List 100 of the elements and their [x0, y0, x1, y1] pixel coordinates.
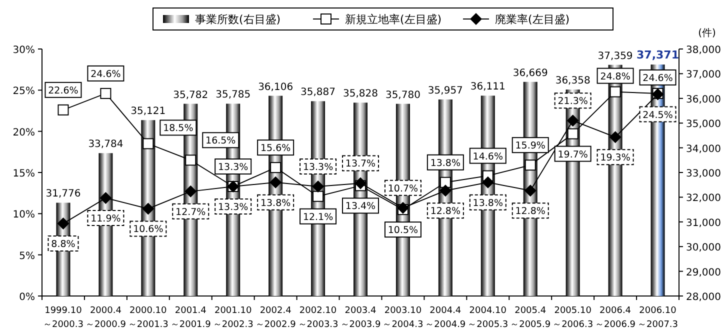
data-label: 13.4%: [345, 201, 376, 212]
data-label: 37,371: [636, 48, 679, 62]
y2-tick-label: 37,000: [686, 70, 721, 81]
point: [567, 128, 578, 140]
x-tick-label: 1999.10 ～2000.3: [42, 306, 84, 330]
legend-label: 新規立地率(左目盛): [345, 13, 442, 26]
y2-tick-label: 36,000: [686, 94, 721, 106]
y2-tick-label: 31,000: [686, 218, 721, 229]
data-label: 13.8%: [260, 198, 291, 209]
point: [100, 88, 112, 99]
data-label: 22.6%: [48, 85, 78, 96]
point: [312, 190, 324, 202]
data-label: 24.5%: [642, 110, 673, 121]
data-label: 19.3%: [600, 152, 630, 164]
point: [185, 154, 196, 166]
point: [566, 114, 579, 127]
point: [524, 184, 536, 197]
data-label: 24.8%: [600, 71, 630, 82]
data-label: 36,111: [470, 82, 506, 93]
y2-axis-title: (件): [698, 28, 716, 39]
legend-label: 事業所数(右目盛): [195, 13, 281, 26]
data-label: 35,782: [173, 90, 208, 101]
x-tick-label: 2004.4 ～2004.9: [425, 306, 466, 330]
data-label: 15.6%: [260, 143, 291, 154]
y2-tick-label: 33,000: [686, 168, 721, 180]
point: [440, 176, 451, 188]
y-tick-label: 30%: [12, 45, 35, 56]
x-tick-label: 2003.10 ～2004.3: [382, 306, 424, 330]
point: [100, 192, 112, 204]
x-tick-label: 2000.10 ～2001.3: [128, 306, 168, 330]
point: [57, 218, 70, 230]
data-label: 18.5%: [163, 123, 194, 134]
point: [439, 184, 452, 197]
x-tick-label: 2005.4 ～2005.9: [510, 306, 551, 330]
data-label: 35,887: [300, 87, 336, 98]
y-tick-label: 10%: [12, 210, 35, 221]
data-label: 35,785: [216, 90, 251, 101]
x-tick-label: 2006.4 ～2006.9: [595, 306, 636, 330]
data-label: 12.8%: [430, 206, 461, 218]
data-label: 13.3%: [302, 162, 334, 173]
y-tick-label: 0%: [19, 292, 35, 303]
data-label: 8.8%: [51, 239, 76, 250]
point: [354, 177, 366, 190]
x-tick-label: 2000.4 ～2000.9: [85, 306, 126, 330]
y2-tick-label: 34,000: [686, 144, 721, 155]
data-label: 36,106: [258, 82, 294, 93]
point: [396, 202, 409, 214]
data-label: 19.7%: [558, 149, 588, 160]
data-label: 24.6%: [642, 72, 673, 84]
x-tick-label: 2002.10 ～2003.3: [298, 306, 338, 330]
point: [184, 185, 197, 198]
data-label: 10.6%: [133, 224, 164, 236]
y-tick-label: 25%: [12, 86, 35, 98]
data-label: 35,957: [428, 85, 463, 96]
x-tick-label: 2005.10 ～2006.3: [552, 306, 594, 330]
y2-tick-label: 28,000: [686, 292, 721, 303]
point: [524, 160, 536, 171]
x-tick-label: 2001.4 ～2001.9: [170, 306, 212, 330]
data-label: 13.3%: [218, 202, 248, 213]
data-label: 13.8%: [472, 198, 503, 209]
data-label: 10.7%: [388, 183, 418, 194]
point: [270, 176, 282, 188]
legend-label: 廃業率(左目盛): [495, 13, 570, 26]
data-label: 31,776: [46, 188, 81, 200]
point: [482, 176, 494, 188]
y2-tick-label: 38,000: [686, 45, 721, 56]
data-label: 15.9%: [515, 140, 546, 152]
data-label: 13.7%: [345, 158, 376, 170]
y-tick-label: 5%: [19, 250, 35, 262]
data-label: 36,669: [512, 68, 548, 79]
data-label: 12.1%: [302, 212, 334, 223]
y-tick-label: 20%: [12, 127, 35, 138]
point: [610, 86, 621, 98]
data-label: 16.5%: [206, 136, 236, 147]
data-label: 13.8%: [430, 158, 461, 169]
x-tick-label: 2002.4 ～2002.9: [255, 306, 296, 330]
point: [270, 162, 282, 174]
data-label: 12.7%: [176, 206, 206, 218]
data-label: 24.6%: [90, 68, 121, 80]
y2-tick-label: 29,000: [686, 267, 721, 278]
data-label: 11.9%: [90, 214, 121, 225]
x-tick-label: 2003.4 ～2003.9: [340, 306, 382, 330]
data-label: 10.5%: [388, 225, 418, 236]
y2-tick-label: 35,000: [686, 119, 721, 130]
data-label: 13.3%: [218, 162, 248, 173]
data-label: 36,358: [555, 76, 590, 87]
point: [142, 138, 154, 150]
point: [312, 180, 324, 192]
point: [142, 202, 154, 215]
data-label: 35,780: [385, 90, 420, 101]
x-tick-label: 2004.10 ～2005.3: [468, 306, 508, 330]
data-label: 14.6%: [472, 151, 503, 162]
data-label: 12.8%: [515, 206, 546, 218]
data-label: 37,359: [598, 50, 633, 62]
data-label: 21.3%: [558, 96, 588, 108]
y2-tick-label: 30,000: [686, 242, 721, 254]
x-tick-label: 2001.10 ～2002.3: [212, 306, 254, 330]
y2-tick-label: 32,000: [686, 193, 721, 204]
point: [609, 131, 622, 144]
x-tick-label: 2006.10 ～2007.3: [638, 306, 678, 330]
